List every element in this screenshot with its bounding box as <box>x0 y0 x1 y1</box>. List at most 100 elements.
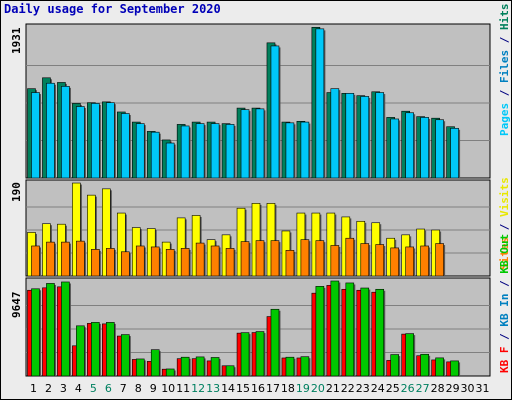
bar-sites-day-23 <box>360 243 370 277</box>
bar-kb-out-day-16 <box>255 331 265 377</box>
bar-kb-out-day-10 <box>165 368 175 377</box>
day-label-28: 28 <box>431 382 445 395</box>
bar-files-day-29 <box>450 127 459 179</box>
panel1-max-label: 1931 <box>10 27 23 55</box>
bar-sites-day-11 <box>180 248 190 277</box>
day-label-20: 20 <box>311 382 325 395</box>
day-label-11: 11 <box>176 382 190 395</box>
bar-sites-day-1 <box>31 245 40 277</box>
bar-sites-day-25 <box>390 247 400 277</box>
bar-kb-out-day-2 <box>46 283 55 377</box>
bar-kb-out-day-22 <box>345 282 355 377</box>
bar-sites-day-10 <box>165 249 175 277</box>
bar-sites-day-7 <box>120 251 130 277</box>
bar-files-day-27 <box>420 117 429 179</box>
bar-files-day-2 <box>46 82 55 179</box>
bar-files-day-22 <box>345 93 355 179</box>
bar-kb-out-day-23 <box>360 287 370 377</box>
bar-files-day-11 <box>180 125 190 179</box>
day-label-15: 15 <box>236 382 250 395</box>
bar-files-day-16 <box>255 108 265 179</box>
legend-kb-in: KB In <box>498 293 511 327</box>
bar-sites-day-18 <box>285 250 295 277</box>
bar-files-day-17 <box>270 45 280 179</box>
bar-sites-day-19 <box>300 239 310 277</box>
bar-files-day-6 <box>106 102 115 179</box>
bar-kb-out-day-6 <box>106 322 115 377</box>
bar-sites-day-13 <box>210 245 220 277</box>
day-label-2: 2 <box>45 382 52 395</box>
bar-kb-out-day-27 <box>420 353 429 377</box>
day-label-8: 8 <box>135 382 142 395</box>
bar-files-day-8 <box>135 123 145 179</box>
bar-sites-day-24 <box>375 244 385 277</box>
bar-kb-out-day-14 <box>225 365 235 377</box>
bar-files-day-19 <box>300 121 310 179</box>
bar-sites-day-5 <box>91 249 100 277</box>
legend-files: Files <box>498 49 511 83</box>
bar-kb-out-day-8 <box>135 358 145 377</box>
legend-kb-f: KB F <box>498 346 511 374</box>
bar-files-day-23 <box>360 96 370 179</box>
day-label-4: 4 <box>75 382 82 395</box>
bar-kb-out-day-9 <box>150 349 160 377</box>
day-label-16: 16 <box>251 382 265 395</box>
bar-files-day-26 <box>405 112 414 179</box>
bar-kb-out-day-24 <box>375 288 385 377</box>
bar-kb-out-day-5 <box>91 322 100 377</box>
chart-title: Daily usage for September 2020 <box>4 2 221 16</box>
bar-files-day-28 <box>435 119 444 179</box>
bar-files-day-1 <box>31 92 40 179</box>
bar-kb-out-day-7 <box>120 334 130 377</box>
bar-files-day-21 <box>330 88 340 179</box>
legend-pages: Pages <box>498 102 511 136</box>
bar-files-day-24 <box>375 92 385 179</box>
legend-visits: Visits <box>498 177 511 217</box>
day-label-17: 17 <box>266 382 280 395</box>
bar-files-day-4 <box>76 106 85 179</box>
bar-files-day-13 <box>210 123 220 179</box>
bar-sites-day-26 <box>405 246 414 277</box>
bar-kb-out-day-12 <box>195 356 205 377</box>
bar-files-day-20 <box>315 28 325 179</box>
day-label-14: 14 <box>221 382 235 395</box>
bar-kb-out-day-11 <box>180 356 190 377</box>
bar-kb-out-day-28 <box>435 357 444 377</box>
day-label-9: 9 <box>150 382 157 395</box>
bar-files-day-10 <box>165 142 175 179</box>
day-label-23: 23 <box>356 382 370 395</box>
bar-sites-day-9 <box>150 246 160 277</box>
day-label-3: 3 <box>60 382 67 395</box>
bar-sites-day-15 <box>240 241 250 277</box>
day-label-10: 10 <box>161 382 175 395</box>
day-label-27: 27 <box>416 382 430 395</box>
bar-kb-out-day-4 <box>76 325 85 377</box>
panel3-max-label: 9647 <box>10 291 23 319</box>
day-label-26: 26 <box>401 382 415 395</box>
bar-kb-out-day-25 <box>390 354 400 377</box>
day-label-22: 22 <box>341 382 355 395</box>
bar-kb-out-day-17 <box>270 308 280 377</box>
bar-files-day-7 <box>120 113 130 179</box>
bar-sites-day-3 <box>61 241 70 277</box>
bar-kb-out-day-15 <box>240 332 250 377</box>
bar-kb-out-day-29 <box>450 360 459 377</box>
day-label-21: 21 <box>326 382 340 395</box>
bar-files-day-25 <box>390 118 400 179</box>
bar-kb-out-day-13 <box>210 357 220 377</box>
day-label-6: 6 <box>105 382 112 395</box>
bar-sites-day-28 <box>435 243 444 277</box>
bar-kb-out-day-21 <box>330 280 340 377</box>
bar-kb-out-day-19 <box>300 356 310 377</box>
legend-hits: Hits <box>498 3 511 31</box>
bar-files-day-15 <box>240 109 250 179</box>
bar-sites-day-12 <box>195 242 205 277</box>
bar-kb-out-day-20 <box>315 286 325 377</box>
day-label-31: 31 <box>476 382 490 395</box>
day-label-25: 25 <box>386 382 400 395</box>
bar-kb-out-day-18 <box>285 356 295 377</box>
bar-sites-day-14 <box>225 248 235 277</box>
bar-sites-day-16 <box>255 240 265 277</box>
bar-files-day-12 <box>195 123 205 179</box>
